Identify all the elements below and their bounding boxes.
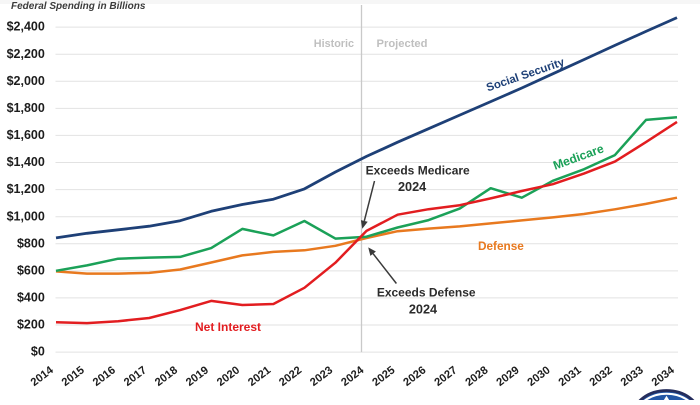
svg-text:Defense: Defense (478, 239, 524, 253)
svg-text:$1,400: $1,400 (7, 155, 45, 169)
svg-text:2024: 2024 (398, 180, 426, 194)
svg-text:$1,000: $1,000 (7, 209, 45, 223)
svg-text:$2,200: $2,200 (7, 47, 45, 61)
svg-text:$600: $600 (17, 263, 45, 277)
svg-text:Projected: Projected (377, 38, 428, 50)
svg-text:$1,200: $1,200 (7, 182, 45, 196)
svg-text:Federal Spending in Billions: Federal Spending in Billions (11, 1, 146, 12)
svg-text:$400: $400 (17, 291, 45, 305)
svg-text:$800: $800 (17, 236, 45, 250)
svg-text:Net Interest: Net Interest (195, 320, 261, 334)
svg-text:$2,000: $2,000 (7, 74, 45, 88)
svg-text:$200: $200 (17, 318, 45, 332)
svg-text:$2,400: $2,400 (7, 20, 45, 34)
svg-text:$1,600: $1,600 (7, 128, 45, 142)
svg-text:$0: $0 (31, 345, 45, 359)
svg-text:$1,800: $1,800 (7, 101, 45, 115)
svg-text:Exceeds Medicare: Exceeds Medicare (366, 164, 470, 178)
svg-text:Exceeds Defense: Exceeds Defense (377, 285, 476, 299)
svg-text:2024: 2024 (409, 302, 437, 316)
svg-text:Historic: Historic (314, 38, 354, 50)
